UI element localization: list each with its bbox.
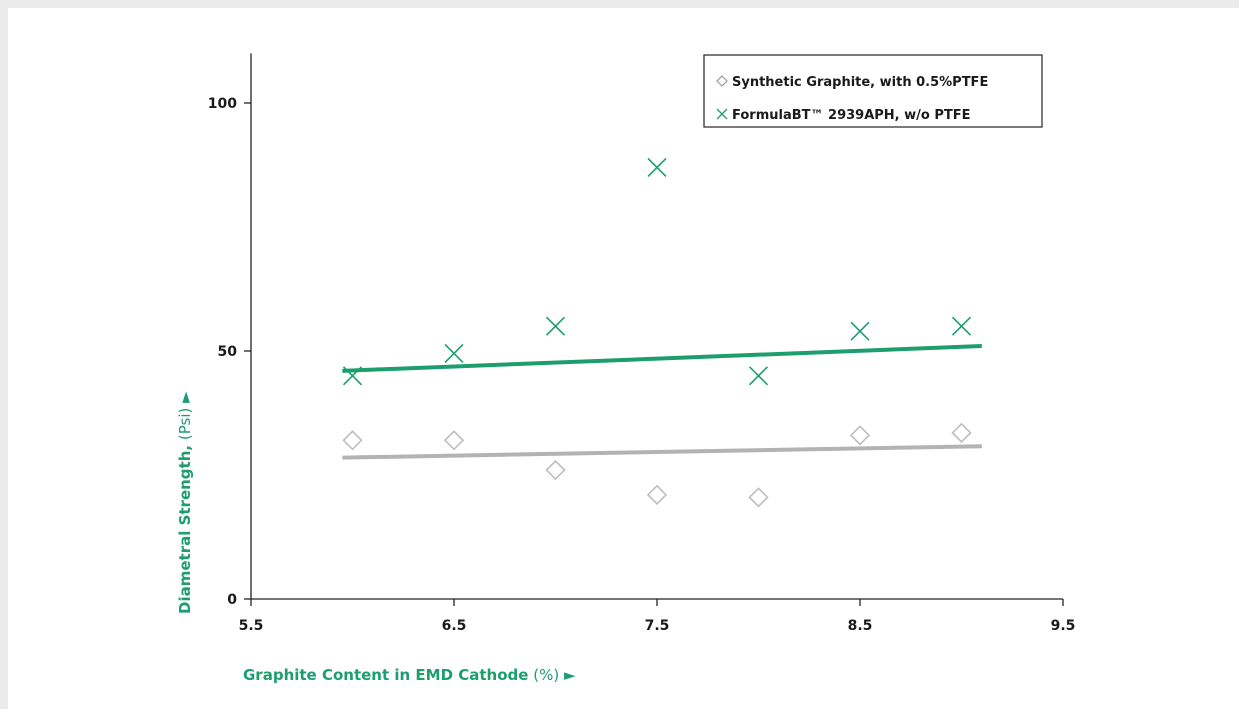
y-tick-label: 0 <box>227 592 237 608</box>
trendlines <box>342 344 982 460</box>
trendline-series-2 <box>342 344 982 373</box>
data-points <box>342 157 972 508</box>
legend-box <box>703 54 1043 128</box>
y-tick-label: 50 <box>218 344 238 360</box>
legend-label: FormulaBT™ 2939APH, w/o PTFE <box>732 108 971 123</box>
y-tick-label: 100 <box>208 96 237 112</box>
y-axis-title: Diametral Strength, (Psi) ► <box>176 391 194 614</box>
diamond-point <box>646 484 668 505</box>
x-tick-label: 9.5 <box>1051 618 1076 634</box>
legend-entry: FormulaBT™ 2939APH, w/o PTFE <box>716 108 971 123</box>
axes <box>244 53 1064 606</box>
x-point <box>850 321 870 341</box>
y-axis-arrow: ► <box>176 391 194 403</box>
x-tick-label: 5.5 <box>239 618 264 634</box>
x-tick-label: 6.5 <box>442 618 467 634</box>
diamond-point <box>748 487 769 508</box>
x-point <box>647 157 667 178</box>
diamond-point <box>443 430 465 451</box>
tick-labels: 0 50 100 5.5 6.5 7.5 8.5 9.5 <box>208 96 1076 634</box>
legend-entry: Synthetic Graphite, with 0.5%PTFE <box>716 75 988 90</box>
x-point <box>951 316 972 336</box>
x-point <box>444 343 464 364</box>
chart-card: 0 50 100 5.5 6.5 7.5 8.5 9.5 Graphite Content i… <box>8 8 1239 709</box>
legend-x-icon <box>716 108 728 120</box>
legend-label: Synthetic Graphite, with 0.5%PTFE <box>732 75 988 90</box>
x-point <box>342 366 363 386</box>
x-point <box>545 316 566 336</box>
diamond-point <box>342 430 363 451</box>
x-tick-label: 8.5 <box>848 618 873 634</box>
x-point <box>748 366 769 386</box>
x-tick-label: 7.5 <box>645 618 670 634</box>
scatter-chart: 0 50 100 5.5 6.5 7.5 8.5 9.5 Graphite Content i… <box>176 53 1076 684</box>
trendline-series-1 <box>342 444 982 460</box>
legend: Synthetic Graphite, with 0.5%PTFE Formula… <box>703 54 1043 128</box>
diamond-point <box>545 459 566 481</box>
diamond-point <box>951 422 972 443</box>
x-axis-arrow: ► <box>564 666 576 684</box>
x-axis-title: Graphite Content in EMD Cathode (%) ► <box>243 666 576 684</box>
diamond-point <box>849 425 871 446</box>
legend-diamond-icon <box>716 75 728 87</box>
